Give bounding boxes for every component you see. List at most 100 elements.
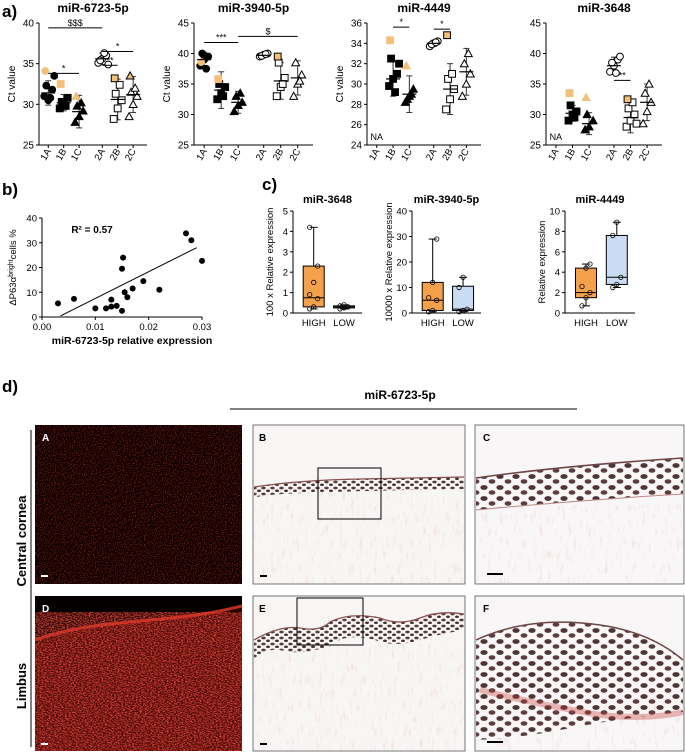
y-tick-label: 0 [555, 309, 560, 320]
chart-c1: miR-3648 0 1 2 3 4 5 100 x Relative expression H… [265, 194, 362, 329]
y-tick-label: 5 [283, 207, 288, 218]
data-point [444, 75, 452, 83]
x-tick-label: 2A [254, 146, 270, 162]
micrograph-letter-E: E [259, 604, 266, 615]
data-point [583, 295, 589, 301]
data-point [431, 38, 440, 47]
data-point [198, 49, 207, 58]
significance-label: * [116, 41, 120, 51]
x-tick-label: 1A [546, 146, 562, 162]
y-tick-label: 26 [351, 120, 363, 131]
data-point [103, 305, 109, 312]
y-tick-label: 36 [351, 19, 363, 30]
data-point-highlight [56, 80, 65, 88]
y-tick-label: 0 [32, 313, 37, 324]
x-tick-label: HIGH [421, 318, 445, 329]
data-point [463, 48, 474, 58]
x-tick-label: 2B [621, 147, 636, 163]
data-point [117, 96, 126, 105]
data-point [608, 58, 616, 67]
chart-title: miR-3940-5p [218, 1, 289, 15]
box [302, 265, 325, 308]
y-label-rest: cells % [8, 229, 19, 260]
data-point [307, 306, 313, 312]
y-tick-label: 35 [23, 59, 35, 70]
y-tick-label: 2 [555, 288, 560, 299]
x-tick-label: LOW [452, 318, 474, 329]
y-tick-label: 30 [178, 110, 190, 121]
box [452, 285, 475, 311]
significance-label: $$$ [68, 18, 83, 28]
data-point [140, 278, 147, 285]
data-point [465, 68, 476, 78]
data-point [387, 54, 395, 63]
data-point-highlight [41, 67, 50, 75]
y-label-sup: bright [8, 259, 15, 277]
data-point [128, 99, 138, 108]
data-point-highlight [125, 70, 135, 80]
x-tick-label: 1C [228, 147, 244, 163]
data-point [61, 102, 70, 110]
y-tick-label: 0 [402, 309, 407, 320]
y-tick-label: 25 [23, 141, 35, 152]
chart-a3: miR-4449 24 26 28 30 32 34 36 Ct value 1A 1B 1C 2A 2B… [335, 1, 481, 163]
na-label: NA [371, 132, 384, 142]
data-point [104, 60, 113, 69]
chart-a2: miR-3940-5p 25 30 35 40 45 Ct value 1A 1B 1C 2A 2B 2… [162, 1, 313, 163]
significance-label: ** [106, 55, 114, 65]
data-point [644, 79, 654, 88]
data-point [430, 279, 436, 285]
significance-label: $ [265, 26, 270, 36]
data-point [570, 113, 579, 122]
y-tick-label: 40 [26, 214, 37, 225]
data-point [587, 261, 593, 267]
data-point [278, 80, 287, 88]
data-point [587, 289, 593, 296]
data-point [296, 69, 307, 79]
chart-title: miR-3940-5p [414, 194, 480, 206]
micrograph-letter-A: A [42, 433, 49, 444]
y-tick-label: 10 [396, 283, 407, 294]
x-tick-label: 1C [69, 147, 85, 163]
na-label: NA [550, 132, 563, 142]
data-point [74, 111, 84, 121]
y-tick-label: 40 [530, 49, 542, 60]
micrograph-E: E [252, 595, 466, 752]
x-tick-label: 1B [211, 147, 226, 163]
data-point-highlight [386, 36, 394, 45]
data-point [288, 91, 299, 100]
chart-b: 0 10 20 30 40 0.00 0.01 0.02 0.03 miR-6723-5p rel… [8, 214, 213, 348]
data-point-highlight [581, 92, 591, 102]
data-point [612, 69, 620, 77]
data-point [108, 303, 115, 310]
data-point [76, 97, 86, 107]
data-point [434, 297, 440, 303]
y-tick-label: 34 [351, 39, 363, 50]
data-point [461, 79, 472, 88]
micrograph-D: D [34, 596, 243, 751]
data-point [566, 101, 575, 110]
x-tick-label: 1B [383, 147, 398, 163]
data-point [46, 93, 55, 102]
x-tick-label: 0.01 [86, 322, 105, 333]
x-tick-label: 0.03 [193, 322, 212, 333]
y-tick-label: 35 [178, 80, 190, 91]
zoom-box-B [317, 467, 382, 520]
x-tick-label: 2A [604, 146, 620, 162]
x-tick-label: 2A [424, 146, 440, 162]
x-tick-label: 0.00 [33, 322, 52, 333]
data-point [113, 302, 120, 309]
micrograph-A: A [35, 425, 242, 584]
r-squared-label: R² = 0.57 [71, 225, 113, 236]
panel-label-c: c) [262, 175, 277, 194]
data-point [614, 281, 620, 288]
data-point [121, 289, 128, 296]
y-tick-label: 35 [530, 80, 542, 91]
data-point [385, 82, 393, 90]
x-tick-label: 2C [288, 147, 304, 163]
data-point [579, 303, 585, 309]
chart-title: miR-4449 [576, 194, 625, 206]
data-point [391, 88, 399, 97]
x-tick-label: 2B [271, 147, 286, 163]
data-point [464, 306, 470, 312]
